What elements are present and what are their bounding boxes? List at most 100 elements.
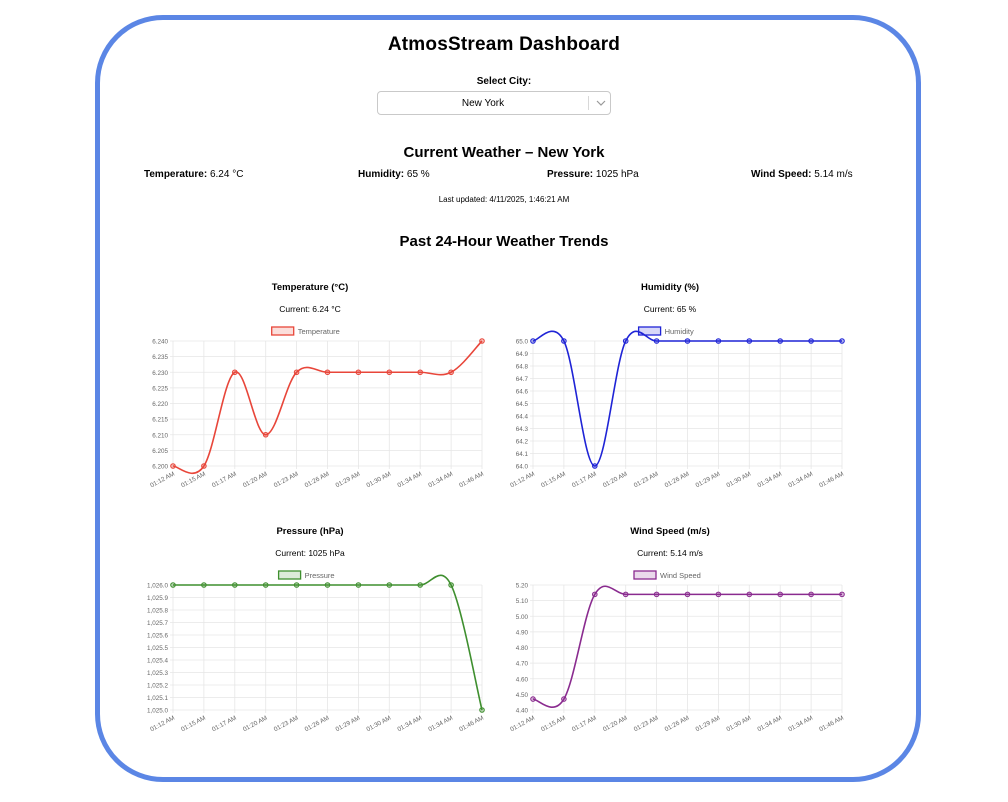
data-point [715,591,722,598]
metric-temperature: Temperature: 6.24 °C [144,169,243,180]
data-point [622,591,629,598]
y-tick-label: 6.220 [152,401,168,408]
data-point [839,591,845,598]
data-point [232,582,238,588]
x-tick-label: 01:26 AM [664,471,691,490]
data-point [653,591,660,598]
chevron-down-icon[interactable] [594,94,608,112]
x-tick-label: 01:17 AM [571,715,598,734]
y-tick-label: 1,025.8 [147,608,169,615]
metric-wind-label: Wind Speed: [751,169,812,180]
y-tick-label: 64.6 [516,389,529,396]
data-point [592,463,598,469]
x-tick-label: 01:17 AM [211,471,238,490]
data-point [386,369,393,376]
city-select-divider [588,96,589,110]
y-tick-label: 64.3 [516,426,529,433]
chart-current-value: Current: 6.24 °C [279,304,341,314]
page-title: AtmosStream Dashboard [387,34,621,55]
y-tick-label: 4.80 [516,645,529,652]
y-tick-label: 4.60 [516,676,529,683]
legend-label: Pressure [305,571,335,580]
city-select-label: Select City: [476,76,532,87]
x-tick-label: 01:12 AM [509,471,536,490]
y-tick-label: 4.70 [516,661,529,668]
data-point [479,338,485,344]
x-tick-label: 01:34 AM [787,471,814,490]
y-tick-label: 6.235 [152,354,168,361]
data-point [715,338,722,344]
x-tick-label: 01:30 AM [365,471,392,490]
x-tick-label: 01:34 AM [756,715,783,734]
data-point [561,696,567,702]
data-point [530,696,536,702]
x-tick-label: 01:34 AM [787,715,814,734]
x-tick-label: 01:12 AM [149,471,176,490]
data-point [448,369,454,376]
x-tick-label: 01:12 AM [509,715,536,734]
series-line [173,574,483,711]
y-tick-label: 6.215 [152,417,168,424]
x-tick-label: 01:20 AM [242,471,269,490]
x-tick-label: 01:20 AM [242,715,269,734]
data-point [622,338,629,344]
metric-temperature-value: 6.24 °C [209,169,244,180]
data-point [386,582,393,588]
data-point [170,463,176,469]
legend-label: Humidity [665,327,694,336]
y-tick-label: 1,025.5 [147,645,169,652]
data-point [262,582,269,588]
y-tick-label: 1,026.0 [147,583,169,590]
chart-temperature: Temperature (°C) Current: 6.24 °C Temper… [130,282,490,522]
x-tick-label: 01:15 AM [540,471,567,490]
x-tick-label: 01:26 AM [304,715,331,734]
y-tick-label: 6.230 [152,370,168,377]
legend-swatch [271,326,295,336]
x-tick-label: 01:17 AM [211,715,238,734]
y-tick-label: 4.40 [516,708,529,715]
data-point [530,338,536,344]
metric-pressure-value: 1025 hPa [595,169,639,180]
metric-wind-speed: Wind Speed: 5.14 m/s [751,169,853,180]
data-point [746,591,753,598]
data-point [448,582,454,588]
y-tick-label: 5.00 [516,614,529,621]
y-tick-label: 4.90 [516,629,529,636]
city-select[interactable]: New York [377,91,611,115]
x-tick-label: 01:34 AM [756,471,783,490]
data-point [808,591,814,598]
x-tick-label: 01:46 AM [818,715,845,734]
chart-current-value: Current: 65 % [643,304,697,314]
x-tick-label: 01:29 AM [695,715,722,734]
metric-temperature-label: Temperature: [144,169,208,180]
y-tick-label: 1,025.3 [147,670,169,677]
chart-title: Temperature (°C) [271,282,349,293]
y-tick-label: 4.50 [516,692,529,699]
y-tick-label: 64.7 [516,376,529,383]
y-tick-label: 5.10 [516,598,529,605]
y-tick-label: 64.2 [516,439,529,446]
data-point [293,369,300,376]
chart-current-value: Current: 5.14 m/s [637,548,703,558]
x-tick-label: 01:34 AM [427,471,454,490]
y-tick-label: 1,025.1 [147,695,169,702]
chart-title: Wind Speed (m/s) [630,526,710,537]
dashboard-frame [95,15,921,782]
chart-svg: Temperature 6.200 6.205 6.210 6.215 6.220 6.22… [149,326,485,490]
data-point [808,338,814,344]
y-tick-label: 6.225 [152,385,168,392]
x-tick-label: 01:46 AM [458,471,485,490]
metric-pressure: Pressure: 1025 hPa [547,169,639,180]
x-tick-label: 01:30 AM [725,471,752,490]
y-tick-label: 6.210 [152,432,168,439]
x-tick-label: 01:46 AM [818,471,845,490]
data-point [232,369,238,376]
legend-swatch [633,570,657,580]
x-tick-label: 01:26 AM [304,471,331,490]
metric-humidity-value: 65 % [406,169,430,180]
x-tick-label: 01:26 AM [664,715,691,734]
city-select-value: New York [461,98,505,109]
data-point [262,431,269,438]
x-tick-label: 01:23 AM [273,715,300,734]
y-tick-label: 1,025.7 [147,620,169,627]
